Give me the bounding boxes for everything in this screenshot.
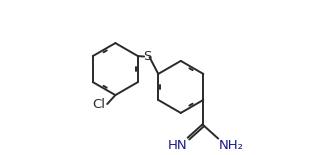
Text: NH₂: NH₂ [219,139,244,152]
Text: S: S [143,50,151,63]
Text: HN: HN [168,139,188,152]
Text: Cl: Cl [93,97,106,111]
